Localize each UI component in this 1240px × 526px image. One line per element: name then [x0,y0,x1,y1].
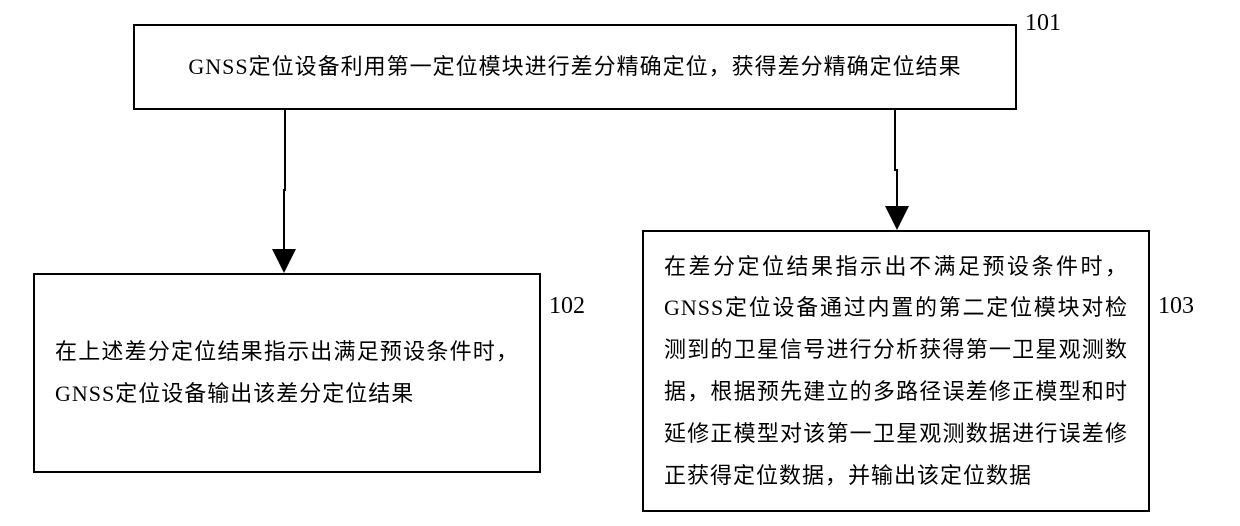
flow-node-101-text: GNSS定位设备利用第一定位模块进行差分精确定位，获得差分精确定位结果 [188,46,961,88]
flow-node-102: 在上述差分定位结果指示出满足预设条件时，GNSS定位设备输出该差分定位结果 [33,273,541,473]
flow-node-103-label: 103 [1158,293,1194,320]
flow-node-103: 在差分定位结果指示出不满足预设条件时，GNSS定位设备通过内置的第二定位模块对检… [642,230,1150,512]
flow-node-103-text: 在差分定位结果指示出不满足预设条件时，GNSS定位设备通过内置的第二定位模块对检… [664,246,1128,497]
flow-node-102-label: 102 [549,293,585,320]
flow-node-102-text: 在上述差分定位结果指示出满足预设条件时，GNSS定位设备输出该差分定位结果 [55,331,519,415]
edge-101-103 [895,110,897,218]
flow-node-101-label: 101 [1025,10,1061,37]
flow-node-101: GNSS定位设备利用第一定位模块进行差分精确定位，获得差分精确定位结果 [133,24,1017,110]
edge-101-102 [284,110,285,261]
